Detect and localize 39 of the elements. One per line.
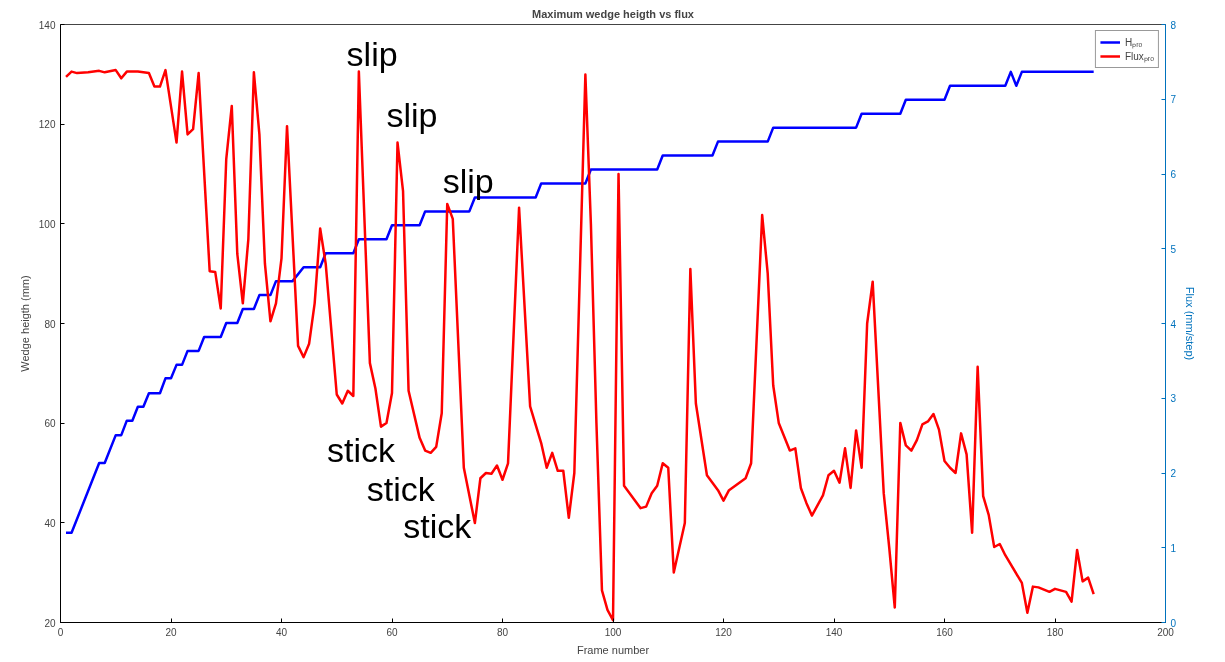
legend-label: Fluxₚᵣₒ	[1124, 50, 1154, 63]
x-tick-label: 160	[936, 626, 954, 638]
annotation: stick	[403, 507, 473, 546]
y2-tick-label: 1	[1170, 542, 1177, 554]
annotation: stick	[366, 470, 436, 509]
y2-axis-title: Flux (mm/step)	[1184, 286, 1197, 361]
legend-label: Hₚᵣₒ	[1124, 36, 1144, 49]
y-tick-label: 40	[44, 517, 56, 529]
x-tick-label: 100	[604, 626, 622, 638]
x-tick-label: 20	[165, 626, 177, 638]
x-tick-label: 120	[715, 626, 733, 638]
y2-tick-label: 4	[1170, 318, 1177, 330]
annotation: slip	[386, 96, 438, 135]
x-tick-label: 40	[275, 626, 288, 638]
y-tick-label: 20	[44, 617, 56, 629]
y-tick-label: 120	[38, 119, 56, 131]
y2-tick-label: 8	[1170, 19, 1177, 31]
y-tick-label: 60	[44, 418, 56, 430]
y2-tick-label: 2	[1170, 468, 1177, 479]
y2-tick-label: 0	[1170, 617, 1177, 629]
y2-tick-label: 3	[1170, 393, 1177, 405]
annotation: slip	[346, 35, 398, 74]
x-tick-label: 140	[825, 626, 843, 638]
y2-tick-label: 7	[1170, 94, 1177, 106]
x-tick-label: 80	[496, 626, 509, 638]
x-tick-label: 60	[386, 626, 398, 638]
chart-title: Maximum wedge heigth vs flux	[532, 7, 695, 20]
y-tick-label: 100	[38, 218, 56, 230]
x-axis-title: Frame number	[576, 643, 650, 656]
x-tick-label: 0	[57, 626, 64, 638]
y2-tick-label: 6	[1170, 169, 1177, 180]
x-tick-label: 180	[1046, 626, 1064, 638]
y-tick-label: 80	[44, 318, 56, 330]
y-tick-label: 140	[38, 19, 56, 31]
annotation: stick	[327, 430, 397, 469]
x-tick-label: 200	[1157, 626, 1175, 638]
y2-tick-label: 5	[1170, 243, 1177, 255]
y-axis-title: Wedge heigth (mm)	[18, 275, 31, 372]
annotation: slip	[442, 162, 494, 201]
